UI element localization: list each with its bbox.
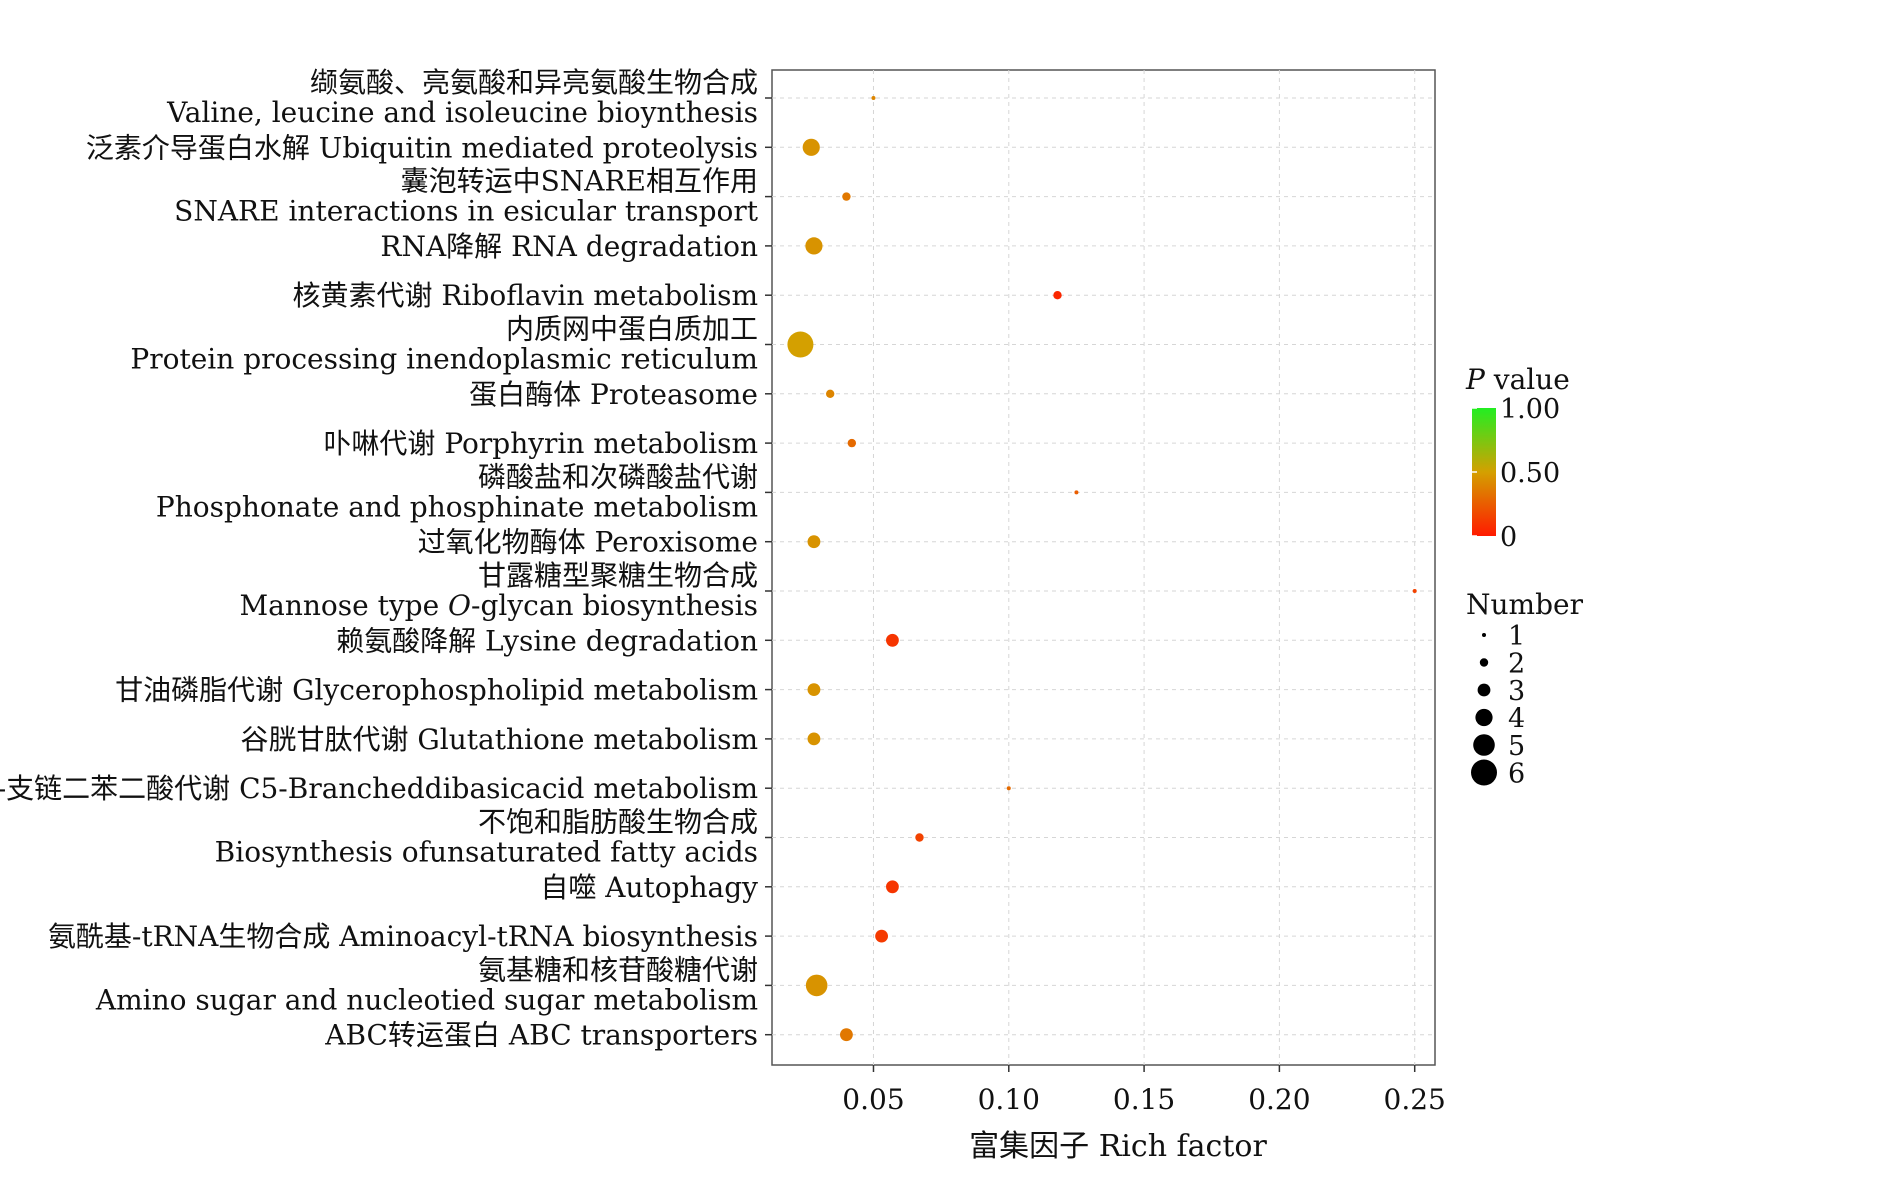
number-legend-key: [1477, 683, 1491, 697]
x-tick-label: 0.05: [842, 1083, 904, 1116]
data-point: [871, 96, 876, 100]
category-label: 赖氨酸降解 Lysine degradation: [336, 624, 758, 657]
category-label-en: Amino sugar and nucleotied sugar metabol…: [95, 983, 758, 1016]
data-point: [886, 633, 899, 647]
number-legend-label: 1: [1508, 621, 1525, 652]
data-point: [807, 683, 821, 696]
number-legend-label: 2: [1508, 649, 1525, 680]
x-tick-label: 0.15: [1113, 1083, 1175, 1116]
number-legend-key: [1475, 708, 1493, 727]
category-label-zh: 不饱和脂肪酸生物合成: [478, 806, 758, 839]
category-label-en: Protein processing inendoplasmic reticul…: [130, 343, 758, 376]
data-point: [847, 438, 857, 448]
category-label: 自噬 Autophagy: [540, 871, 758, 904]
x-tick-label: 0.25: [1384, 1083, 1446, 1116]
category-label: 卟啉代谢 Porphyrin metabolism: [323, 427, 758, 460]
category-label-en: Mannose type O-glycan biosynthesis: [239, 589, 758, 622]
category-label-zh: 囊泡转运中SNARE相互作用: [401, 165, 758, 198]
category-label-en: SNARE interactions in esicular transport: [174, 195, 759, 228]
category-label: 泛素介导蛋白水解 Ubiquitin mediated proteolysis: [86, 131, 758, 164]
data-point: [842, 192, 851, 201]
grid-lines: [772, 70, 1435, 1065]
x-axis-title: 富集因子 Rich factor: [969, 1129, 1267, 1164]
p-value-legend: P value 1.00 0.50 0: [1465, 363, 1570, 553]
number-legend-label: 3: [1508, 676, 1525, 707]
number-legend-label: 4: [1508, 704, 1525, 735]
plot-panel: [771, 69, 1436, 1066]
data-point: [1412, 589, 1417, 593]
x-axis: 0.05 0.10 0.15 0.20 0.25: [842, 1065, 1446, 1116]
data-point: [1006, 786, 1011, 791]
category-label: 甘油磷脂代谢 Glycerophospholipid metabolism: [115, 674, 758, 707]
category-label-zh: 缬氨酸、亮氨酸和异亮氨酸生物合成: [310, 66, 758, 99]
data-points: [787, 96, 1417, 1042]
category-label-zh: 甘露糖型聚糖生物合成: [478, 559, 758, 592]
category-label: 过氧化物酶体 Peroxisome: [418, 526, 758, 559]
data-point: [1053, 291, 1062, 300]
category-label: RNA降解 RNA degradation: [380, 230, 758, 263]
category-label-en-italic: O: [448, 589, 471, 622]
category-label: 核黄素代谢 Riboflavin metabolism: [293, 279, 758, 312]
data-point: [825, 389, 835, 398]
data-point: [805, 974, 828, 997]
data-point: [875, 929, 888, 943]
category-label: 蛋白酶体 Proteasome: [469, 378, 758, 411]
category-label: 氨酰基-tRNA生物合成 Aminoacyl-tRNA biosynthesis: [48, 920, 758, 953]
p-value-tick-label: 1.00: [1500, 394, 1560, 425]
category-label-en-part: -glycan biosynthesis: [471, 589, 758, 622]
category-label: ABC转运蛋白 ABC transporters: [324, 1019, 758, 1052]
number-legend-key: [1473, 734, 1495, 756]
category-label-zh: 内质网中蛋白质加工: [506, 313, 758, 346]
p-value-legend-title: P value: [1465, 363, 1570, 396]
category-label-en: Valine, leucine and isoleucine bioynthes…: [166, 96, 758, 129]
data-point: [840, 1028, 853, 1042]
p-value-tick-label: 0.50: [1500, 458, 1560, 489]
p-value-ticks: 1.00 0.50 0: [1472, 394, 1560, 553]
category-label-zh: 氨基糖和核苷酸糖代谢: [478, 953, 758, 986]
data-point: [1074, 490, 1079, 495]
data-point: [787, 331, 814, 358]
p-value-legend-title-rest: value: [1485, 363, 1570, 396]
category-label: C5-支链二苯二酸代谢 C5-Brancheddibasicacid metab…: [0, 772, 758, 805]
category-label-en: Biosynthesis ofunsaturated fatty acids: [215, 836, 758, 869]
category-label-en: Phosphonate and phosphinate metabolism: [156, 490, 758, 523]
category-label-en-part: Mannose type: [239, 589, 448, 622]
data-point: [805, 237, 823, 255]
category-label-zh: 磷酸盐和次磷酸盐代谢: [478, 460, 758, 493]
number-legend-key: [1471, 759, 1497, 786]
number-legend-label: 5: [1508, 731, 1525, 762]
p-value-tick-label: 0: [1500, 522, 1517, 553]
p-value-legend-title-italic: P: [1465, 363, 1486, 396]
data-point: [886, 880, 899, 894]
number-legend-key: [1479, 658, 1489, 667]
category-label: 谷胱甘肽代谢 Glutathione metabolism: [241, 723, 758, 756]
x-tick-label: 0.10: [978, 1083, 1040, 1116]
data-point: [915, 833, 924, 842]
number-legend-title: Number: [1466, 588, 1584, 621]
number-legend-key: [1482, 633, 1486, 637]
x-tick-label: 0.20: [1248, 1083, 1310, 1116]
data-point: [807, 732, 821, 746]
number-legend-label: 6: [1508, 759, 1525, 790]
data-point: [807, 535, 821, 549]
data-point: [802, 138, 820, 156]
